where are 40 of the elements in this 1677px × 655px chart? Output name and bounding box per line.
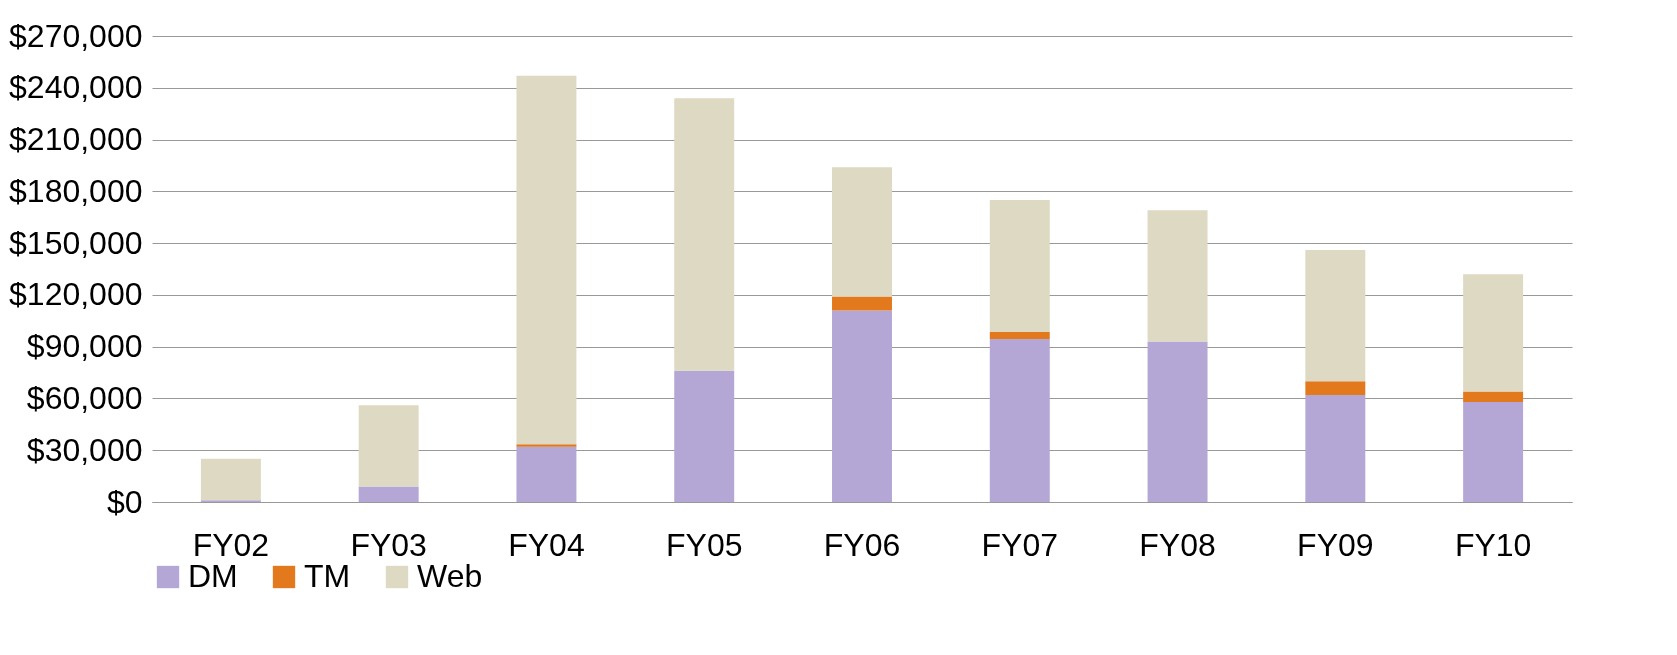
x-tick-label: FY05 — [665, 526, 743, 563]
y-tick-label: $150,000 — [9, 224, 143, 261]
x-tick-label: FY07 — [981, 526, 1059, 563]
bar — [832, 296, 892, 311]
y-tick-label: $240,000 — [9, 69, 143, 106]
y-tick-label: $90,000 — [26, 328, 143, 365]
bar — [1147, 341, 1208, 502]
bar — [832, 310, 892, 502]
bar — [989, 332, 1050, 339]
x-tick-label: FY09 — [1297, 526, 1374, 563]
bar — [1147, 210, 1208, 342]
bar — [674, 98, 735, 371]
y-tick-label: $180,000 — [9, 172, 143, 209]
x-tick-label: FY06 — [823, 526, 901, 563]
x-tick-label: FY10 — [1454, 526, 1532, 563]
bar — [1463, 274, 1524, 392]
bar — [1305, 250, 1366, 382]
bar — [358, 486, 419, 502]
bar — [1305, 394, 1366, 502]
bar — [516, 446, 577, 502]
y-tick-label: $120,000 — [9, 276, 143, 313]
bar — [832, 167, 892, 297]
bar — [989, 199, 1050, 332]
bar — [516, 444, 577, 447]
y-tick-label: $30,000 — [26, 431, 143, 468]
bar — [1305, 381, 1366, 395]
legend-label: TM — [304, 558, 351, 594]
y-tick-label: $0 — [106, 483, 143, 520]
bar — [200, 458, 261, 501]
bar — [358, 405, 419, 487]
bar — [1463, 391, 1524, 402]
bar — [674, 370, 735, 502]
x-tick-label: FY04 — [508, 526, 585, 563]
y-tick-label: $270,000 — [9, 17, 143, 54]
x-tick-label: FY08 — [1139, 526, 1216, 563]
y-tick-label: $60,000 — [26, 379, 143, 416]
y-tick-label: $210,000 — [9, 121, 143, 158]
bar — [1463, 401, 1524, 502]
bar — [516, 75, 577, 445]
bar — [989, 338, 1050, 502]
